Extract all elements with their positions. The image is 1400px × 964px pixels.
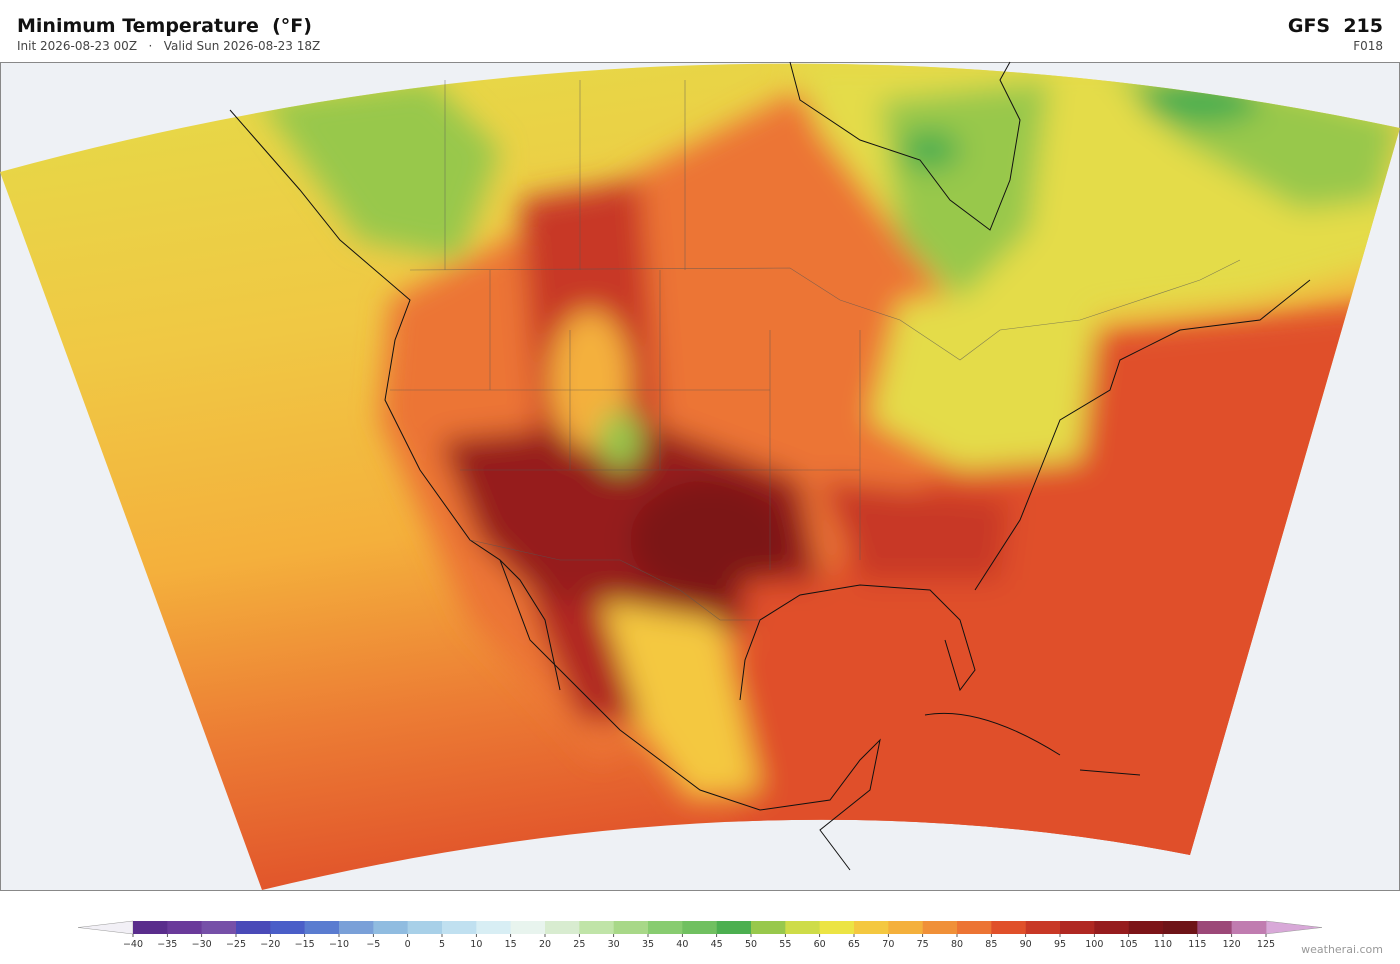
colorbar-tick-label: 20 [539, 939, 551, 950]
colorbar-tick-label: 10 [470, 939, 482, 950]
colorbar-swatch [476, 921, 511, 934]
colorbar-tick-label: 110 [1154, 939, 1172, 950]
borders [390, 80, 1241, 621]
colorbar-swatch [270, 921, 305, 934]
colorbar-tick-label: 80 [951, 939, 963, 950]
colorbar-tick-label: −30 [192, 939, 212, 950]
colorbar-swatch [545, 921, 580, 934]
colorbar-tick-label: 50 [745, 939, 757, 950]
colorbar: −40 −35 −30 −25 −20 −15 −10 −5 0 5 10 15 20 25 30 35 40 4… [77, 920, 1323, 950]
colorbar-swatch [373, 921, 408, 934]
colorbar-tick-label: 5 [439, 939, 445, 950]
colorbar-swatch [407, 921, 443, 934]
colorbar-swatch [648, 921, 683, 934]
colorbar-tick-label: 70 [882, 939, 894, 950]
colorbar-swatch [339, 921, 374, 934]
colorbar-tick-label: 35 [642, 939, 654, 950]
subtitle: Init 2026-08-23 00Z · Valid Sun 2026-08-… [17, 39, 320, 53]
colorbar-tick-label: 115 [1188, 939, 1206, 950]
colorbar-swatch [751, 921, 786, 934]
colorbar-swatch [716, 921, 752, 934]
colorbar-swatch [201, 921, 237, 934]
colorbar-tick-label: 100 [1085, 939, 1103, 950]
colorbar-swatch [1163, 921, 1198, 934]
colorbar-tick-label: 45 [711, 939, 723, 950]
colorbar-swatch [922, 921, 958, 934]
title: Minimum Temperature (°F) [17, 15, 312, 37]
colorbar-tick-label: 125 [1257, 939, 1275, 950]
colorbar-swatch [1231, 921, 1267, 934]
colorbar-tick-label: 25 [573, 939, 585, 950]
colorbar-swatch [613, 921, 649, 934]
colorbar-tick-label: 105 [1120, 939, 1138, 950]
colorbar-tick-label: 55 [779, 939, 791, 950]
colorbar-over [1265, 920, 1323, 935]
colorbar-tick-label: −20 [260, 939, 280, 950]
colorbar-tick-label: 95 [1054, 939, 1066, 950]
colorbar-tick-label: −10 [329, 939, 349, 950]
colorbar-tick-label: −40 [123, 939, 143, 950]
colorbar-swatch [957, 921, 992, 934]
colorbar-tick-label: 90 [1020, 939, 1032, 950]
colorbar-swatch [991, 921, 1026, 934]
colorbar-tick-label: 30 [608, 939, 620, 950]
colorbar-swatch [133, 921, 168, 934]
separator: · [148, 39, 153, 53]
colorbar-swatch [888, 921, 923, 934]
colorbar-swatch [442, 921, 477, 934]
colorbar-swatch [304, 921, 340, 934]
colorbar-tick-label: 0 [405, 939, 411, 950]
colorbar-tick-label: 15 [505, 939, 517, 950]
colorbar-swatch [167, 921, 202, 934]
colorbar-tick-label: −35 [157, 939, 177, 950]
colorbar-swatch [236, 921, 271, 934]
colorbar-swatch [854, 921, 889, 934]
valid-time: Valid Sun 2026-08-23 18Z [163, 39, 321, 53]
colorbar-tick-label: 65 [848, 939, 860, 950]
colorbar-tick-label: 40 [676, 939, 688, 950]
colorbar-tick-label: 60 [814, 939, 826, 950]
colorbar-swatch [785, 921, 820, 934]
credit: weatherai.com [1301, 943, 1383, 956]
forecast-hour: F018 [1353, 39, 1383, 53]
colorbar-tick-label: 75 [917, 939, 929, 950]
colorbar-tick-label: 120 [1223, 939, 1241, 950]
colorbar-swatch [682, 921, 717, 934]
init-time: Init 2026-08-23 00Z [17, 39, 138, 53]
colorbar-swatch [1025, 921, 1061, 934]
colorbar-swatch [1094, 921, 1129, 934]
colorbar-tick-label: −5 [366, 939, 380, 950]
colorbar-swatch [1197, 921, 1232, 934]
colorbar-swatch [1060, 921, 1095, 934]
colorbar-tick-label: −25 [226, 939, 246, 950]
colorbar-under [77, 920, 134, 935]
colorbar-swatch [1128, 921, 1164, 934]
colorbar-swatch [819, 921, 855, 934]
colorbar-tick-label: 85 [985, 939, 997, 950]
model: GFS 215 [1287, 15, 1383, 37]
colorbar-tick-label: −15 [295, 939, 315, 950]
colorbar-swatch [579, 921, 614, 934]
coastlines [229, 61, 1311, 871]
colorbar-swatch [510, 921, 546, 934]
